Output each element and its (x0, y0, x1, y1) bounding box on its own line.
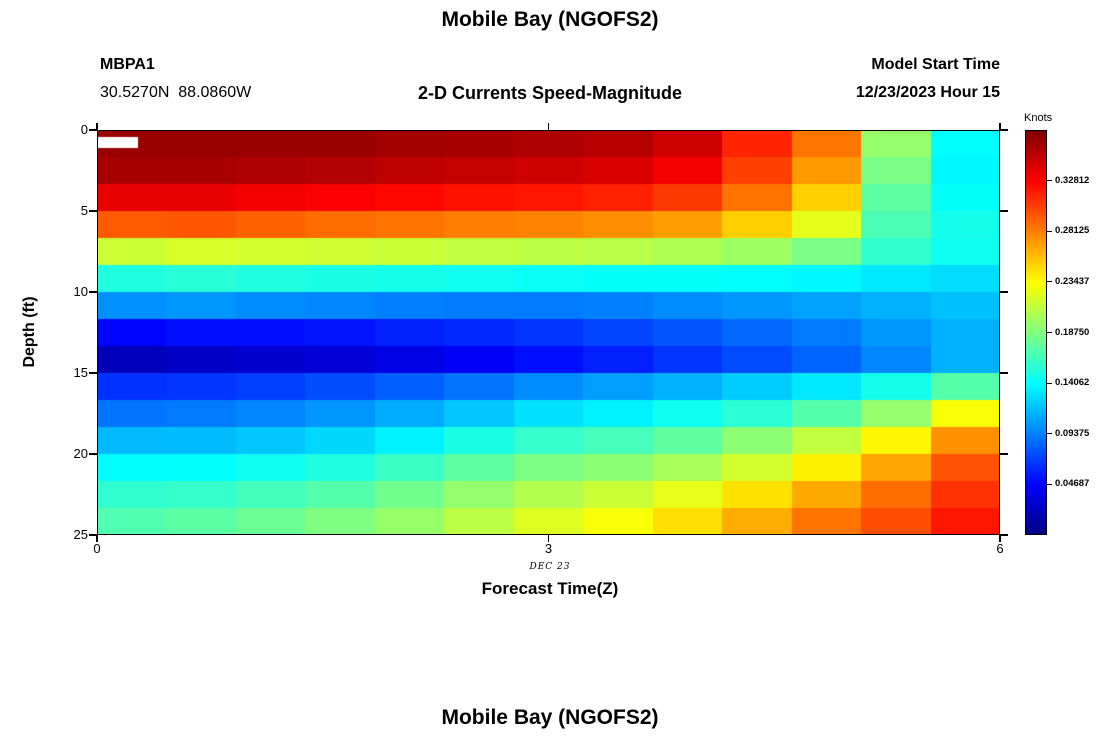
x-tick (999, 535, 1001, 542)
colorbar-tick (1047, 230, 1052, 232)
y-tick-label: 5 (80, 203, 88, 218)
y-tick (89, 372, 97, 374)
colorbar-tick (1047, 483, 1052, 485)
y-tick-label: 10 (73, 284, 88, 299)
y-tick (89, 453, 97, 455)
x-tick (547, 535, 550, 542)
station-coordinates: 30.5270N 88.0860W (100, 84, 252, 101)
y-tick (89, 129, 97, 131)
y-tick-right (1000, 372, 1008, 374)
colorbar-tick (1047, 332, 1052, 333)
station-id: MBPA1 (100, 56, 155, 73)
colorbar-tick-label: 0.23437 (1055, 275, 1090, 287)
y-tick-right (1000, 291, 1008, 293)
colorbar-tick (1047, 382, 1052, 384)
x-tick-label: 0 (93, 541, 101, 556)
colorbar-tick (1047, 180, 1052, 182)
y-tick-right (1000, 210, 1008, 212)
y-tick-label: 20 (73, 446, 88, 461)
y-tick-label: 0 (80, 122, 88, 137)
x-tick-label: 6 (996, 541, 1004, 556)
chart-title: Mobile Bay (NGOFS2) (441, 8, 659, 31)
x-tick-top (96, 123, 98, 130)
colorbar-tick-label: 0.18750 (1055, 326, 1090, 338)
colorbar-tick-label: 0.28125 (1055, 225, 1090, 237)
next-chart-title: Mobile Bay (NGOFS2) (441, 706, 659, 729)
y-tick-right (1000, 534, 1008, 536)
colorbar-tick-label: 0.04687 (1055, 478, 1090, 490)
colorbar-tick-label: 0.32812 (1055, 174, 1090, 186)
colorbar-canvas (1025, 130, 1047, 535)
y-tick (89, 534, 97, 536)
x-axis-label: Forecast Time(Z) (481, 579, 619, 598)
colorbar-tick (1047, 433, 1052, 435)
y-tick-right (1000, 453, 1008, 455)
plot-subtitle: 2-D Currents Speed-Magnitude (417, 83, 683, 103)
y-tick-right (1000, 129, 1008, 131)
y-tick-label: 15 (73, 365, 88, 380)
colorbar-unit-label: Knots (1024, 112, 1053, 124)
x-tick-top (547, 123, 550, 130)
model-start-time-value: 12/23/2023 Hour 15 (855, 84, 1000, 101)
x-tick-label: 3 (544, 541, 553, 556)
y-axis-label: Depth (ft) (21, 296, 38, 368)
colorbar-tick-label: 0.09375 (1055, 427, 1090, 439)
x-axis-date-label: DEC 23 (529, 562, 571, 572)
model-start-time-label: Model Start Time (871, 56, 1000, 73)
x-tick-top (999, 123, 1001, 130)
y-tick-label: 25 (73, 527, 88, 542)
colorbar-tick (1047, 281, 1052, 283)
y-tick (89, 210, 97, 212)
x-tick (96, 535, 98, 542)
heatmap-canvas (97, 130, 1000, 535)
colorbar-tick-label: 0.14062 (1055, 377, 1090, 389)
y-tick (89, 291, 97, 293)
